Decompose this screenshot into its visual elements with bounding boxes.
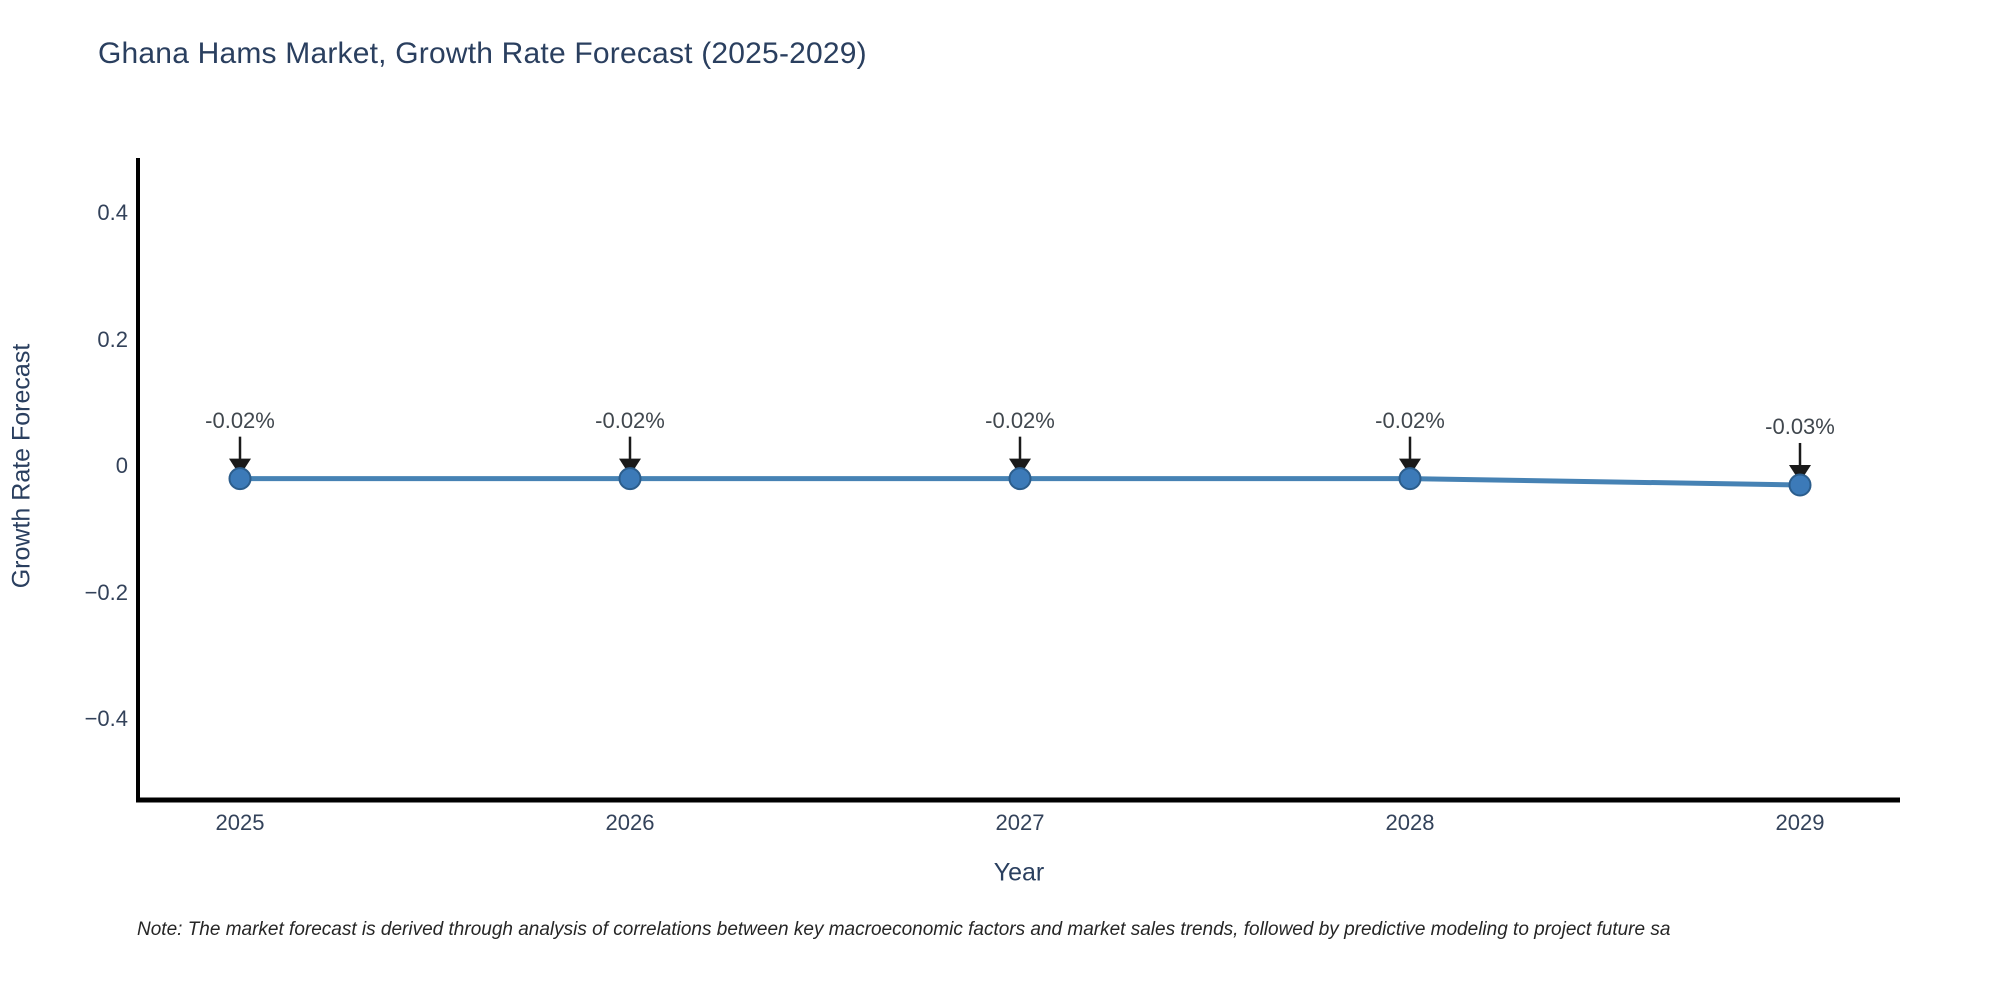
- annotation-label: -0.02%: [985, 407, 1055, 433]
- data-point-marker: [618, 467, 642, 491]
- y-tick-label: 0: [115, 453, 128, 478]
- data-point-marker: [1398, 467, 1422, 491]
- x-axis-title: Year: [993, 858, 1045, 887]
- x-tick-label: 2028: [1385, 810, 1435, 835]
- data-point-marker: [228, 467, 252, 491]
- x-tick-label: 2026: [605, 810, 655, 835]
- annotation-label: -0.02%: [1375, 407, 1445, 433]
- y-tick-label: 0.4: [97, 200, 128, 225]
- x-tick-label: 2025: [215, 810, 265, 835]
- data-point-marker: [1788, 473, 1812, 497]
- x-tick-label: 2029: [1775, 810, 1825, 835]
- y-tick-label: 0.2: [97, 326, 128, 352]
- annotation-label: -0.03%: [1765, 413, 1835, 439]
- y-tick-label: −0.2: [84, 579, 128, 605]
- footnote: Note: The market forecast is derived thr…: [137, 919, 1671, 940]
- annotation-label: -0.02%: [205, 407, 275, 433]
- annotation-label: -0.02%: [595, 407, 665, 433]
- data-point-marker: [1008, 467, 1032, 491]
- chart-title: Ghana Hams Market, Growth Rate Forecast …: [98, 37, 867, 70]
- x-tick-label: 2027: [995, 810, 1045, 835]
- y-tick-label: −0.4: [84, 706, 128, 731]
